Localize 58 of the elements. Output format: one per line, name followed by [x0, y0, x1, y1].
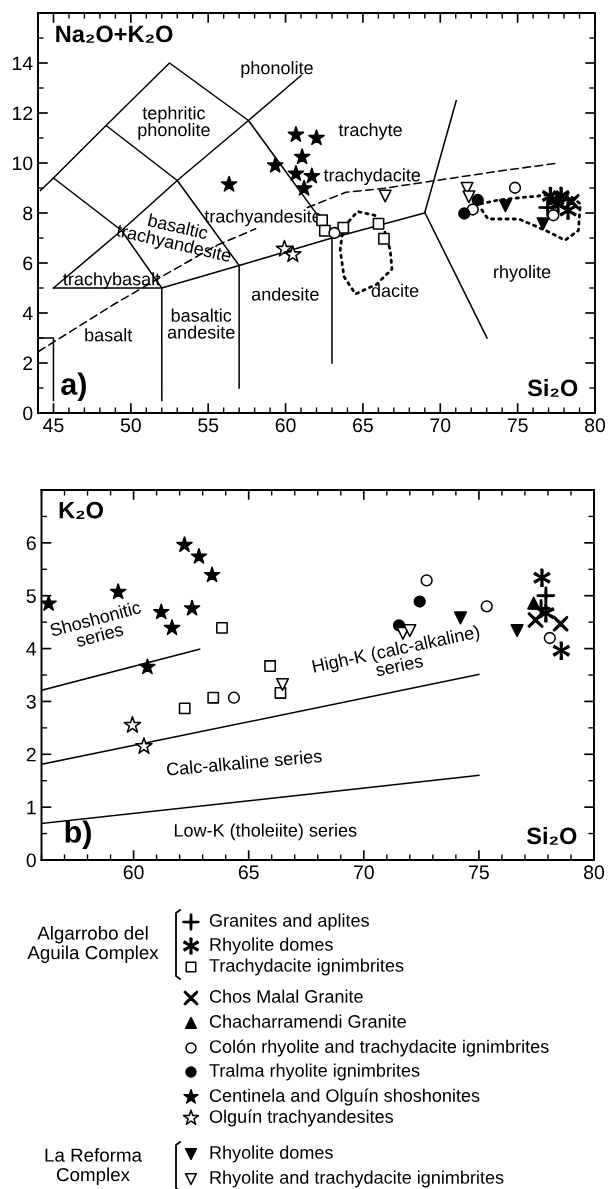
- annotation: trachyte: [338, 122, 402, 140]
- annotation: dacite: [371, 283, 419, 298]
- annotation: basaltic andesite: [167, 308, 235, 339]
- x-tick-label: 60: [275, 418, 296, 433]
- x-tick-label: 70: [430, 418, 451, 433]
- legend-label: Tralma rhyolite ignimbrites: [209, 1063, 420, 1081]
- annotation: a): [61, 372, 86, 401]
- annotation: Low-K (tholeiite) series: [174, 823, 357, 841]
- legend-label: Colón rhyolite and trachydacite ignimbrites: [209, 1039, 549, 1057]
- legend-label: Granites and aplites: [209, 913, 369, 931]
- x-tick-label: 80: [584, 865, 605, 880]
- y-tick-label: 10: [13, 156, 33, 171]
- y-axis-title: K₂O: [59, 501, 103, 519]
- x-tick-label: 70: [353, 865, 374, 880]
- legend-label: Chos Malal Granite: [209, 989, 363, 1003]
- legend-label: Rhyolite domes: [210, 937, 333, 955]
- x-axis-title: Si₂O: [526, 826, 577, 845]
- annotation: tephritic phonolite: [138, 106, 210, 140]
- legend-label: Olguín trachyandesites: [209, 1109, 394, 1127]
- x-tick-label: 65: [238, 865, 259, 880]
- y-tick-label: 2: [26, 747, 36, 762]
- annotation: rhyolite: [494, 264, 551, 282]
- legend-label: Trachydacite ignimbrites: [209, 958, 404, 976]
- y-tick-label: 4: [26, 642, 37, 656]
- y-tick-label: 0: [23, 406, 33, 421]
- legend-label: Rhyolite domes: [210, 1145, 333, 1163]
- y-tick-label: 5: [26, 589, 36, 603]
- y-tick-label: 0: [26, 853, 36, 868]
- annotation: b): [65, 820, 91, 849]
- y-tick-label: 14: [13, 56, 33, 71]
- x-tick-label: 50: [120, 418, 141, 433]
- y-tick-label: 12: [13, 106, 33, 121]
- legend-label: Centinela and Olguín shoshonites: [209, 1088, 480, 1106]
- annotation: phonolite: [241, 60, 313, 78]
- legend-label: Chacharramendi Granite: [209, 1014, 406, 1028]
- annotation: Calc-alkaline series: [166, 749, 323, 776]
- y-tick-label: 4: [22, 306, 33, 321]
- legend-label: Rhyolite and trachydacite ignimbrites: [210, 1170, 504, 1188]
- x-tick-label: 75: [469, 865, 489, 880]
- text: Algarrobo del Aguila Complex: [27, 926, 159, 963]
- x-tick-label: 65: [353, 418, 373, 433]
- y-tick-label: 6: [26, 536, 36, 551]
- x-axis-title: Si₂O: [527, 378, 578, 397]
- y-tick-label: 6: [23, 256, 33, 271]
- text: La Reforma Complex: [45, 1148, 142, 1185]
- x-tick-label: 45: [43, 418, 64, 433]
- annotation: trachydacite: [323, 168, 421, 186]
- y-tick-label: 1: [27, 800, 36, 815]
- x-tick-label: 75: [507, 418, 528, 433]
- y-axis-title: Na₂O+K₂O: [56, 25, 173, 43]
- annotation: andesite: [251, 287, 319, 301]
- x-tick-label: 55: [198, 418, 219, 433]
- y-tick-label: 8: [23, 206, 33, 221]
- x-tick-label: 60: [123, 865, 144, 880]
- y-tick-label: 2: [23, 356, 33, 371]
- annotation: basalt: [85, 328, 133, 342]
- x-tick-label: 80: [585, 418, 606, 433]
- y-tick-label: 3: [26, 694, 36, 709]
